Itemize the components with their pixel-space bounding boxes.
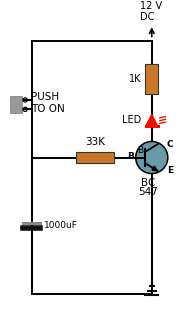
- Polygon shape: [146, 114, 158, 126]
- Circle shape: [136, 141, 168, 173]
- Text: 547: 547: [138, 187, 158, 197]
- Text: BC: BC: [141, 178, 155, 188]
- Bar: [76, 152, 114, 163]
- Text: LED: LED: [122, 115, 141, 125]
- Text: C: C: [167, 140, 174, 149]
- Bar: [145, 64, 158, 94]
- Text: 1000uF: 1000uF: [44, 221, 78, 230]
- Text: PUSH
TO ON: PUSH TO ON: [31, 92, 65, 114]
- Text: B: B: [127, 152, 134, 161]
- Bar: [10, 96, 22, 113]
- Polygon shape: [152, 166, 157, 171]
- Text: B: B: [138, 146, 144, 155]
- Text: 33K: 33K: [85, 137, 105, 147]
- Text: 12 V
DC: 12 V DC: [141, 1, 163, 22]
- Text: 1K: 1K: [129, 74, 141, 84]
- Text: E: E: [167, 166, 173, 175]
